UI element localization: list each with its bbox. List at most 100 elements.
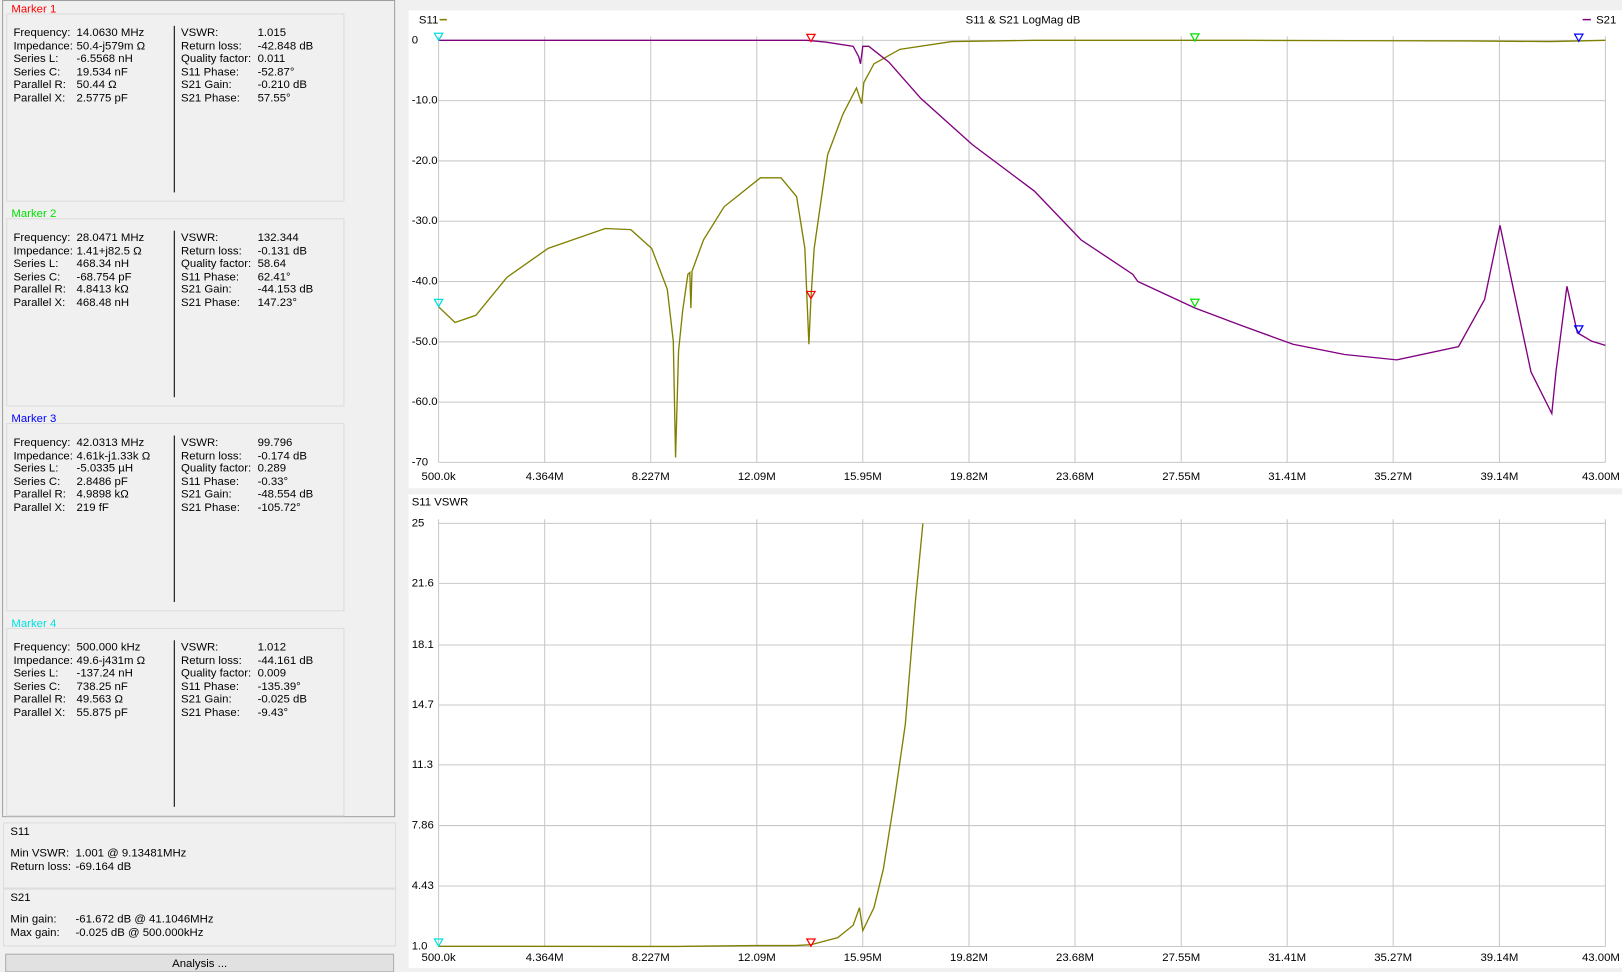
field-value: -0.210 dB: [257, 79, 307, 92]
field-value: 57.55°: [257, 92, 291, 105]
field-label: Parallel R:: [13, 283, 66, 297]
field-label: VSWR:: [181, 26, 219, 40]
chart-background: [408, 10, 1622, 489]
y-tick-label: 18.1: [412, 639, 434, 651]
field-value: 1.41+j82.5 Ω: [76, 244, 142, 258]
marker-triangle: [433, 298, 444, 308]
marker-triangle: [805, 290, 817, 300]
field-label: Parallel R:: [13, 693, 66, 706]
column-divider: [173, 25, 175, 193]
y-tick-label: -10.0: [412, 95, 438, 107]
field-label: S21 Gain:: [181, 488, 232, 502]
field-value: 58.64: [257, 257, 287, 271]
summary-value: -69.164 dB: [75, 860, 132, 873]
analysis-button[interactable]: Analysis ...: [5, 953, 395, 972]
summary-box: [3, 888, 397, 947]
field-value: 2.8486 pF: [76, 475, 128, 489]
field-label: Parallel R:: [13, 79, 66, 92]
field-value: 50.44 Ω: [76, 79, 117, 92]
field-label: Series L:: [13, 52, 59, 66]
field-value: 4.9898 kΩ: [76, 488, 129, 502]
x-tick-label: 19.82M: [950, 471, 988, 483]
x-tick-label: 4.364M: [526, 471, 564, 483]
field-label: S21 Phase:: [181, 706, 240, 719]
x-tick-label: 15.95M: [844, 471, 882, 483]
field-value: -135.39°: [257, 680, 301, 693]
field-value: -0.174 dB: [257, 449, 307, 462]
field-label: S11 Phase:: [181, 475, 240, 489]
field-value: 0.289: [257, 462, 287, 475]
column-divider: [173, 230, 175, 398]
x-tick-label: 35.27M: [1374, 952, 1412, 964]
field-label: Impedance:: [13, 449, 73, 462]
x-tick-label: 23.68M: [1056, 952, 1094, 964]
column-divider: [173, 640, 175, 807]
field-label: Series L:: [13, 462, 59, 475]
field-value: -6.5568 nH: [76, 52, 133, 66]
field-value: 50.4-j579m Ω: [76, 39, 146, 53]
field-value: -44.153 dB: [257, 283, 314, 297]
field-value: -44.161 dB: [257, 654, 314, 667]
field-label: Quality factor:: [181, 52, 252, 66]
x-tick-label: 4.364M: [526, 952, 564, 964]
field-label: Return loss:: [181, 39, 242, 53]
x-tick-label: 500.0k: [422, 952, 456, 964]
legend-label: S21: [1596, 15, 1616, 27]
field-label: S21 Gain:: [181, 79, 232, 92]
marker-triangle: [1573, 325, 1584, 335]
x-tick-label: 39.14M: [1480, 952, 1518, 964]
field-value: 500.000 kHz: [76, 641, 141, 654]
summary-value: -0.025 dB @ 500.000kHz: [75, 926, 204, 939]
series-line: [438, 39, 1606, 416]
field-value: -42.848 dB: [257, 39, 314, 53]
field-value: 0.009: [257, 667, 287, 680]
summary-value: -61.672 dB @ 41.1046MHz: [75, 913, 214, 926]
field-value: 28.0471 MHz: [76, 231, 145, 245]
field-label: Quality factor:: [181, 257, 252, 271]
field-label: Series C:: [13, 475, 61, 489]
y-tick-label: 0: [412, 34, 418, 46]
field-value: -9.43°: [257, 706, 289, 719]
field-label: Parallel R:: [13, 488, 66, 502]
field-value: 219 fF: [76, 501, 109, 515]
field-value: 738.25 nF: [76, 680, 128, 693]
x-tick-label: 19.82M: [950, 952, 988, 964]
field-label: Series C:: [13, 270, 61, 284]
field-label: Frequency:: [13, 231, 71, 245]
field-label: S21 Gain:: [181, 283, 232, 297]
field-label: Impedance:: [13, 39, 73, 53]
field-label: S11 Phase:: [181, 270, 240, 284]
field-label: Series C:: [13, 680, 61, 693]
field-label: Impedance:: [13, 244, 73, 258]
marker-title: Marker 4: [11, 617, 57, 630]
marker-title: Marker 2: [11, 207, 57, 221]
field-label: Parallel X:: [13, 501, 66, 515]
field-label: Frequency:: [13, 26, 71, 40]
marker-title: Marker 1: [11, 3, 57, 16]
field-label: Parallel X:: [13, 92, 66, 105]
x-tick-label: 8.227M: [632, 952, 670, 964]
x-tick-label: 15.95M: [844, 952, 882, 964]
y-tick-label: -60.0: [412, 396, 438, 408]
field-value: 147.23°: [257, 296, 297, 310]
x-tick-label: 31.41M: [1268, 952, 1306, 964]
field-label: S11 Phase:: [181, 65, 240, 79]
field-label: S21 Phase:: [181, 296, 240, 310]
field-value: 1.015: [257, 26, 287, 40]
x-tick-label: 500.0k: [422, 471, 456, 483]
series-line: [438, 523, 924, 948]
field-label: Return loss:: [181, 244, 242, 258]
y-tick-label: 25: [412, 517, 425, 529]
marker-group-box: [6, 627, 345, 817]
column-divider: [173, 435, 175, 603]
field-value: -68.754 pF: [76, 270, 132, 284]
y-tick-label: 21.6: [412, 577, 434, 589]
marker-triangle: [433, 32, 444, 42]
field-value: 14.0630 MHz: [76, 26, 145, 40]
summary-title: S21: [10, 891, 31, 905]
field-value: 99.796: [257, 436, 293, 449]
field-label: Quality factor:: [181, 462, 252, 475]
field-value: 62.41°: [257, 270, 291, 284]
summary-label: Max gain:: [10, 926, 60, 939]
